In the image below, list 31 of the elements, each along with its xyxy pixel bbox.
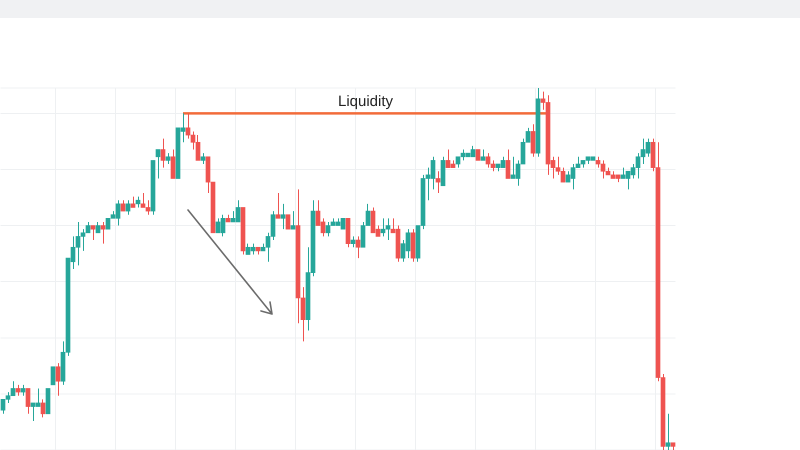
candlestick xyxy=(506,149,510,179)
candlestick xyxy=(16,384,20,396)
candlestick xyxy=(286,214,290,230)
candlestick xyxy=(666,413,670,450)
candlestick xyxy=(356,236,360,259)
candlestick xyxy=(90,225,96,241)
candlestick xyxy=(350,236,356,248)
candlestick xyxy=(166,152,170,165)
candlestick xyxy=(200,152,206,165)
candlestick xyxy=(480,149,486,161)
candlestick xyxy=(530,124,536,158)
candlestick xyxy=(26,388,30,414)
candlestick xyxy=(56,362,60,396)
candlestick xyxy=(436,170,440,194)
candlestick xyxy=(50,366,56,386)
candlestick xyxy=(280,203,286,230)
ref-line-label: Liquidity xyxy=(338,92,394,110)
candlestick xyxy=(120,200,126,212)
candlestick xyxy=(20,384,26,396)
candlestick xyxy=(276,192,280,219)
candlestick xyxy=(100,221,106,244)
candlestick xyxy=(476,149,480,161)
candlestick xyxy=(156,149,160,179)
candlestick xyxy=(130,196,136,208)
candlestick xyxy=(290,210,296,230)
candlestick xyxy=(96,221,100,234)
candlestick xyxy=(170,149,176,179)
candlestick xyxy=(40,398,46,418)
candlestick xyxy=(160,138,166,168)
candlestick xyxy=(136,196,140,208)
candlestick xyxy=(126,200,130,216)
